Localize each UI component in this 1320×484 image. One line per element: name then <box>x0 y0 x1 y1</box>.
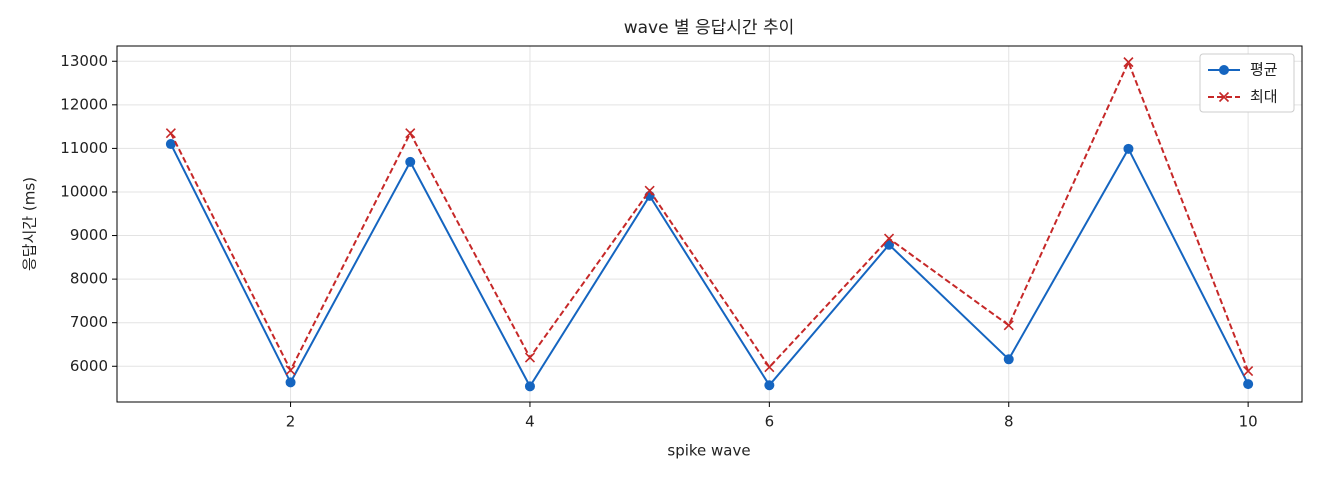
x-tick-label: 2 <box>286 413 296 431</box>
point <box>405 156 416 167</box>
x-tick-label: 8 <box>1004 413 1014 431</box>
legend-box <box>1199 53 1295 113</box>
x-axis-label: spike wave <box>667 442 750 460</box>
line <box>169 59 1250 373</box>
point <box>644 185 655 196</box>
point <box>1243 379 1254 390</box>
y-tick-label: 10000 <box>60 182 108 200</box>
y-tick-label: 8000 <box>70 270 108 288</box>
legend-marker <box>1219 65 1229 75</box>
point <box>1243 365 1254 377</box>
point <box>165 128 176 139</box>
y-tick-label: 11000 <box>60 139 108 157</box>
y-tick-label: 6000 <box>70 357 108 375</box>
point <box>1123 57 1134 68</box>
point <box>883 233 895 244</box>
point <box>285 377 296 388</box>
chart-title: wave 별 응답시간 추이 <box>624 18 795 38</box>
point <box>524 381 535 392</box>
plot-frame <box>116 45 1303 403</box>
y-tick-label: 7000 <box>70 313 108 331</box>
line <box>169 143 1250 389</box>
point <box>1003 354 1014 365</box>
legend-marker <box>1218 91 1230 103</box>
point <box>764 380 775 391</box>
legend-label: 평균 <box>1250 61 1278 79</box>
x-tick-label: 10 <box>1239 413 1258 431</box>
y-axis-label: 응답시간 (ms) <box>21 177 39 271</box>
x-tick-label: 6 <box>765 413 775 431</box>
point <box>285 365 296 376</box>
x-tick-label: 4 <box>525 413 535 431</box>
legend-label: 최대 <box>1250 88 1278 106</box>
point <box>405 128 416 139</box>
point <box>165 139 176 150</box>
y-tick-label: 13000 <box>60 52 108 70</box>
y-tick-label: 12000 <box>60 95 108 113</box>
point <box>1123 143 1134 154</box>
point <box>524 352 536 363</box>
y-tick-label: 9000 <box>70 226 108 244</box>
point <box>1003 320 1014 331</box>
point <box>764 362 775 373</box>
